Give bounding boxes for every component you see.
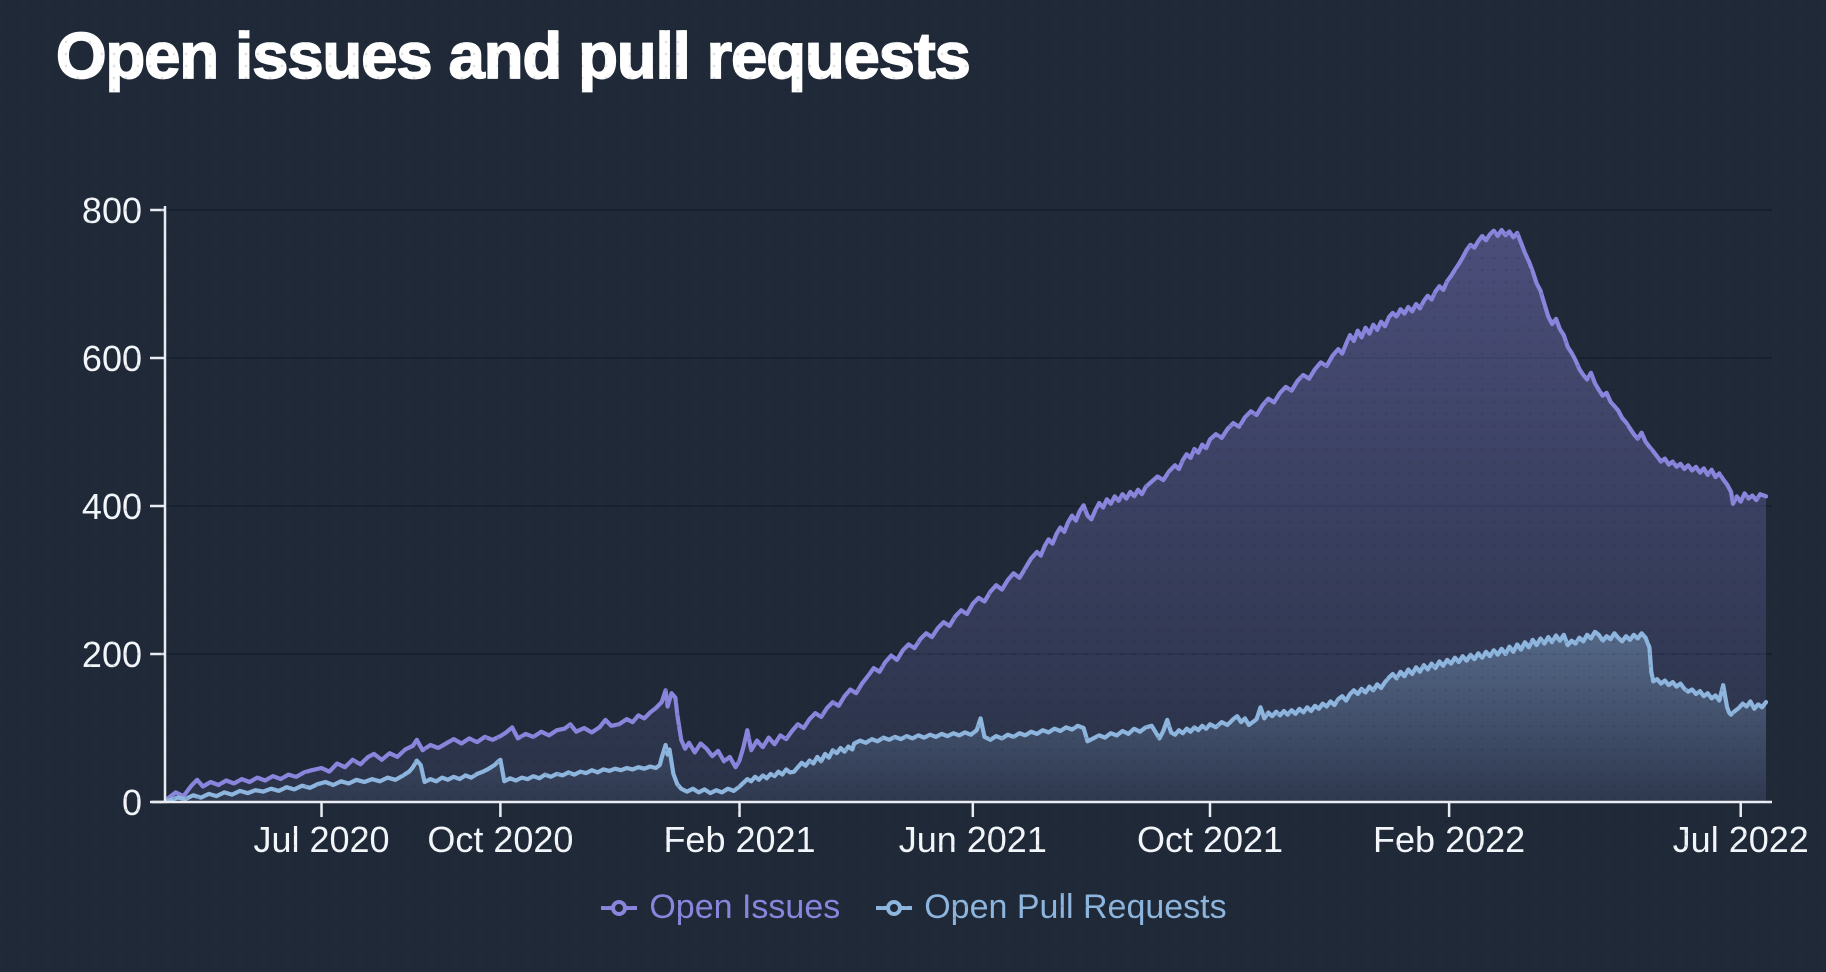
open-issues-line xyxy=(163,227,1769,802)
x-tick-label-oct-2021: Oct 2021 xyxy=(1137,819,1283,860)
open-issues-legend-marker-icon xyxy=(601,899,638,916)
legend-label-open-issues: Open Issues xyxy=(649,888,841,926)
open-pull-requests-area xyxy=(166,631,1766,802)
open-issues-area xyxy=(166,230,1766,802)
legend-item-open-issues[interactable]: Open Issues xyxy=(599,888,840,927)
y-tick-label-200: 200 xyxy=(82,634,142,675)
chart-legend: Open Issues Open Pull Requests xyxy=(0,888,1826,927)
open-pull-requests-legend-marker-icon xyxy=(876,899,913,916)
x-tick-label-jul-2022: Jul 2022 xyxy=(1673,819,1809,860)
y-tick-label-600: 600 xyxy=(82,338,142,379)
x-tick-label-feb-2022: Feb 2022 xyxy=(1373,819,1525,860)
legend-item-open-pull-requests[interactable]: Open Pull Requests xyxy=(874,888,1227,927)
x-tick-label-oct-2020: Oct 2020 xyxy=(427,819,573,860)
legend-label-open-pull-requests: Open Pull Requests xyxy=(924,888,1227,926)
x-tick-label-feb-2021: Feb 2021 xyxy=(663,819,815,860)
x-tick-label-jul-2020: Jul 2020 xyxy=(253,819,389,860)
y-tick-label-400: 400 xyxy=(82,486,142,527)
y-tick-label-0: 0 xyxy=(122,782,142,823)
x-tick-label-jun-2021: Jun 2021 xyxy=(899,819,1047,860)
page-title: Open issues and pull requests xyxy=(55,18,971,93)
y-tick-label-800: 800 xyxy=(82,190,142,231)
open-pull-requests-line xyxy=(163,629,1769,804)
